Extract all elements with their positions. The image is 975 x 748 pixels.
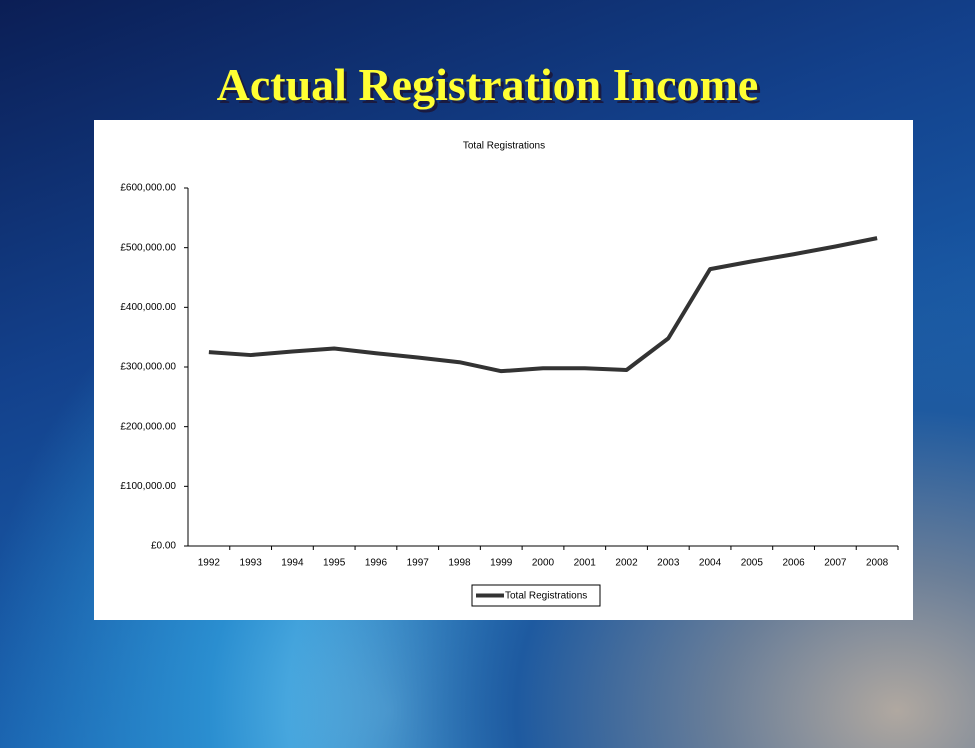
- x-tick-label: 1994: [281, 558, 304, 569]
- x-tick-label: 1995: [323, 558, 346, 569]
- x-tick-label: 1998: [448, 558, 471, 569]
- legend-box: [471, 584, 601, 607]
- line-series: [208, 236, 878, 374]
- y-tick-label: £400,000.00: [120, 302, 176, 313]
- x-tick-label: 2001: [574, 558, 597, 569]
- x-tick-label: 2007: [824, 558, 847, 569]
- y-tick-label: £300,000.00: [120, 362, 176, 373]
- x-tick-label: 2003: [657, 558, 680, 569]
- x-tick-label: 1999: [490, 558, 513, 569]
- x-tick-label: 2005: [741, 558, 764, 569]
- legend-label: Total Registrations: [505, 591, 587, 602]
- slide-title: Actual Registration Income: [216, 59, 759, 110]
- y-tick-label: £500,000.00: [120, 242, 176, 253]
- x-tick-label: 1992: [198, 558, 221, 569]
- x-tick-label: 1993: [240, 558, 263, 569]
- x-tick-label: 2006: [782, 558, 805, 569]
- x-tick-label: 1997: [407, 558, 430, 569]
- x-tick-label: 1996: [365, 558, 388, 569]
- y-tick-label: £100,000.00: [120, 481, 176, 492]
- chart-title: Total Registrations: [463, 141, 545, 152]
- x-tick-label: 2002: [615, 558, 638, 569]
- x-tick-label: 2000: [532, 558, 555, 569]
- y-tick-label: £200,000.00: [120, 421, 176, 432]
- x-tick-label: 2004: [699, 558, 722, 569]
- y-tick-label: £600,000.00: [120, 183, 176, 194]
- y-tick-label: £0.00: [151, 541, 176, 552]
- x-tick-label: 2008: [866, 558, 889, 569]
